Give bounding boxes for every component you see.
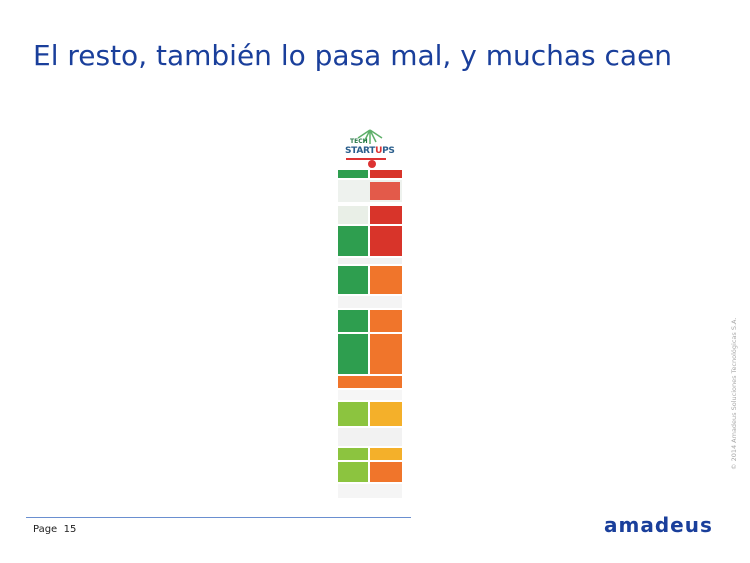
info-block (338, 226, 368, 256)
info-block (370, 226, 402, 256)
info-block (370, 334, 402, 374)
infographic-header: TECH STARTUPS (334, 128, 406, 170)
info-block (338, 334, 368, 374)
slide-title: El resto, también lo pasa mal, y muchas … (33, 39, 673, 72)
info-block (338, 376, 402, 388)
info-block (338, 170, 368, 178)
infographic-image: TECH STARTUPS (334, 128, 406, 500)
tree-graphic-icon (346, 129, 386, 168)
info-block (370, 448, 402, 460)
footer-divider (26, 517, 411, 518)
info-block (338, 266, 368, 294)
page-number-value: 15 (63, 524, 77, 535)
info-block (338, 462, 368, 482)
info-block (338, 310, 368, 332)
info-block (338, 428, 402, 446)
infographic-header-line2: STARTUPS (345, 146, 395, 156)
page-label-text: Page (33, 524, 58, 535)
info-block (370, 402, 402, 426)
header-ps: PS (382, 146, 395, 156)
info-block (370, 206, 402, 224)
info-block (338, 296, 402, 308)
info-block (338, 484, 402, 498)
infographic-strip (338, 170, 402, 500)
info-block (370, 182, 400, 200)
info-block (338, 206, 368, 224)
info-block (370, 462, 402, 482)
header-u: U (375, 146, 383, 156)
info-block (338, 402, 368, 426)
info-block (338, 448, 368, 460)
info-block (370, 310, 402, 332)
info-block (338, 258, 402, 264)
header-start: START (345, 146, 376, 156)
info-block (370, 266, 402, 294)
copyright-text: © 2014 Amadeus Soluciones Tecnológicas S… (730, 317, 738, 470)
amadeus-logo: amadeus (604, 513, 713, 537)
info-block (370, 170, 402, 178)
page-number: Page 15 (33, 524, 76, 535)
info-block (338, 390, 402, 400)
infographic-header-line1: TECH (350, 138, 368, 145)
